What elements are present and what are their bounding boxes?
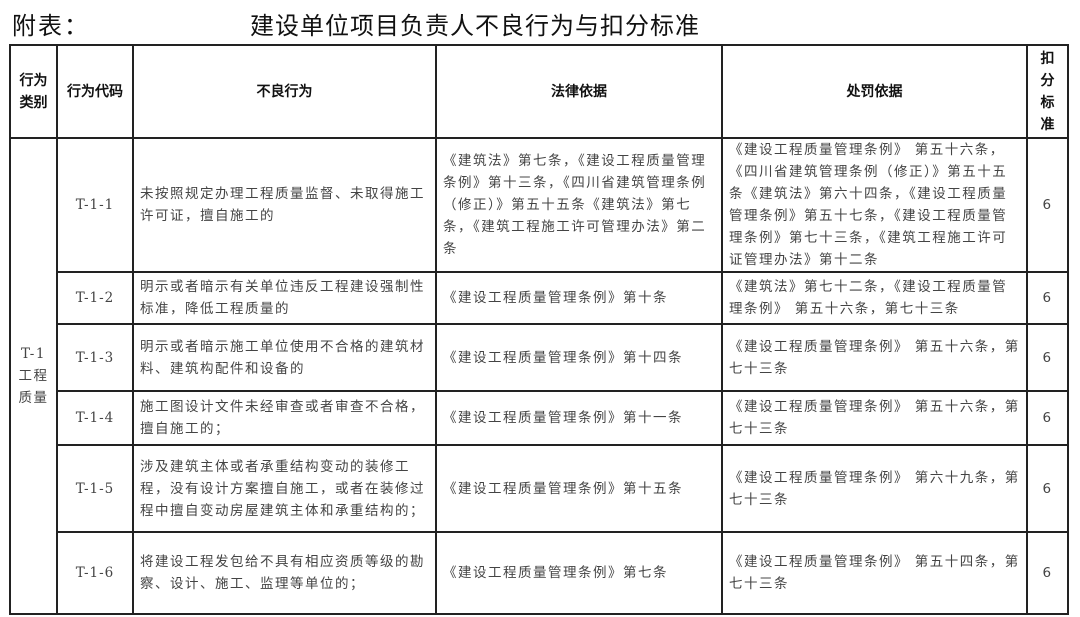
header-code: 行为代码 xyxy=(56,44,134,139)
score-cell: 6 xyxy=(1026,137,1069,273)
score-cell: 6 xyxy=(1026,323,1069,392)
appendix-label: 附表： xyxy=(12,12,90,40)
score-cell: 6 xyxy=(1026,390,1069,446)
table-row: T-1-5 涉及建筑主体或者承重结构变动的装修工程，没有设计方案擅自施工，或者在… xyxy=(10,444,1069,533)
header-penalty: 处罚依据 xyxy=(721,44,1028,139)
header-behavior: 不良行为 xyxy=(132,44,437,139)
code-cell: T-1-3 xyxy=(56,323,134,392)
header-law: 法律依据 xyxy=(435,44,723,139)
behavior-cell: 明示或者暗示有关单位违反工程建设强制性标准，降低工程质量的 xyxy=(132,271,437,325)
header-category: 行为类别 xyxy=(9,44,58,139)
law-cell: 《建设工程质量管理条例》第十条 xyxy=(435,271,723,325)
law-cell: 《建设工程质量管理条例》第七条 xyxy=(435,531,723,615)
category-cell: T-1 工程质量 xyxy=(9,137,58,615)
table-row: T-1 工程质量 T-1-1 未按照规定办理工程质量监督、未取得施工许可证，擅自… xyxy=(9,137,1069,615)
code-cell: T-1-2 xyxy=(56,271,134,325)
table-row: T-1-3 明示或者暗示施工单位使用不合格的建筑材料、建筑构配件和设备的 《建设… xyxy=(10,323,1069,392)
code-cell: T-1-5 xyxy=(56,444,134,533)
law-cell: 《建设工程质量管理条例》第十四条 xyxy=(435,323,723,392)
code-cell: T-1-6 xyxy=(56,531,134,615)
law-cell: 《建设工程质量管理条例》第十一条 xyxy=(435,390,723,446)
code-cell: T-1-4 xyxy=(56,390,134,446)
code-cell: T-1-1 xyxy=(56,137,134,273)
penalty-cell: 《建筑法》第七十二条，《建设工程质量管理条例》 第五十六条，第七十三条 xyxy=(721,271,1028,325)
penalty-cell: 《建设工程质量管理条例》 第五十四条，第七十三条 xyxy=(721,531,1028,615)
law-cell: 《建设工程质量管理条例》第十五条 xyxy=(435,444,723,533)
table-row: T-1-4 施工图设计文件未经审查或者审查不合格，擅自施工的； 《建设工程质量管… xyxy=(10,390,1069,446)
penalty-cell: 《建设工程质量管理条例》 第五十六条，第七十三条 xyxy=(721,390,1028,446)
behavior-cell: 未按照规定办理工程质量监督、未取得施工许可证，擅自施工的 xyxy=(132,137,437,273)
penalty-cell: 《建设工程质量管理条例》 第六十九条，第七十三条 xyxy=(721,444,1028,533)
behavior-cell: 施工图设计文件未经审查或者审查不合格，擅自施工的； xyxy=(132,390,437,446)
penalty-table: 行为类别 行为代码 不良行为 法律依据 处罚依据 扣分标准 T-1 工程质量 T… xyxy=(9,44,1069,615)
law-cell: 《建筑法》第七条，《建设工程质量管理条例》第十三条，《四川省建筑管理条例（修正）… xyxy=(435,137,723,273)
table-row: T-1-2 明示或者暗示有关单位违反工程建设强制性标准，降低工程质量的 《建设工… xyxy=(10,271,1069,325)
score-cell: 6 xyxy=(1026,531,1069,615)
table-row: T-1-6 将建设工程发包给不具有相应资质等级的勘察、设计、施工、监理等单位的；… xyxy=(10,531,1069,615)
page-title: 建设单位项目负责人不良行为与扣分标准 xyxy=(250,12,700,40)
behavior-cell: 涉及建筑主体或者承重结构变动的装修工程，没有设计方案擅自施工，或者在装修过程中擅… xyxy=(132,444,437,533)
score-cell: 6 xyxy=(1026,444,1069,533)
header-score: 扣分标准 xyxy=(1026,44,1069,139)
header-row: 行为类别 行为代码 不良行为 法律依据 处罚依据 扣分标准 xyxy=(9,44,1069,139)
penalty-cell: 《建设工程质量管理条例》 第五十六条，《四川省建筑管理条例（修正）》第五十五条《… xyxy=(721,137,1028,273)
score-cell: 6 xyxy=(1026,271,1069,325)
penalty-cell: 《建设工程质量管理条例》 第五十六条，第七十三条 xyxy=(721,323,1028,392)
behavior-cell: 将建设工程发包给不具有相应资质等级的勘察、设计、施工、监理等单位的； xyxy=(132,531,437,615)
behavior-cell: 明示或者暗示施工单位使用不合格的建筑材料、建筑构配件和设备的 xyxy=(132,323,437,392)
